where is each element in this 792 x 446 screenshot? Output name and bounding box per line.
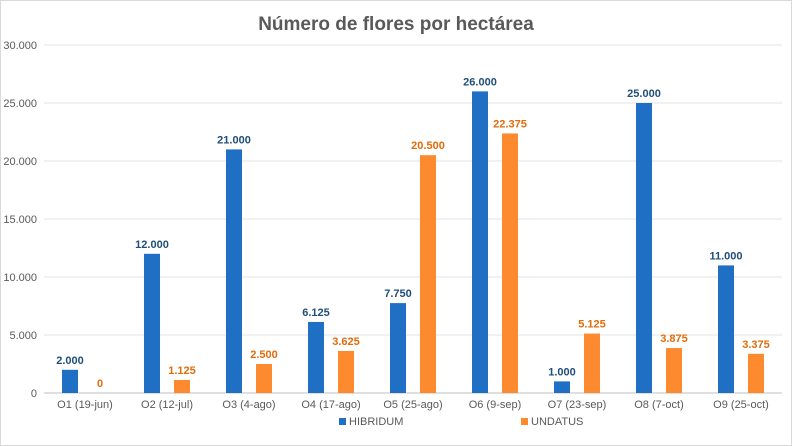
bar-undatus (420, 155, 436, 393)
legend-swatch (339, 418, 346, 425)
y-tick-label: 20.000 (3, 156, 37, 168)
data-label-undatus: 1.125 (168, 365, 196, 377)
bar-hibridum (718, 265, 734, 393)
data-label-undatus: 2.500 (250, 349, 278, 361)
data-label-hibridum: 6.125 (302, 307, 330, 319)
x-tick-label: O5 (25-ago) (383, 399, 442, 411)
data-label-undatus: 0 (97, 378, 103, 390)
data-label-hibridum: 12.000 (135, 239, 169, 251)
bar-hibridum (554, 381, 570, 393)
x-tick-label: O7 (23-sep) (548, 399, 607, 411)
bar-undatus (174, 379, 190, 393)
x-tick-label: O1 (19-jun) (57, 399, 113, 411)
data-label-hibridum: 25.000 (627, 88, 661, 100)
data-label-hibridum: 7.750 (384, 288, 412, 300)
x-tick-label: O3 (4-ago) (222, 399, 275, 411)
x-tick-label: O8 (7-oct) (634, 399, 684, 411)
data-label-undatus: 3.375 (742, 339, 770, 351)
y-tick-label: 0 (31, 388, 37, 400)
data-label-hibridum: 26.000 (463, 76, 497, 88)
bar-hibridum (472, 91, 488, 394)
bar-hibridum (62, 369, 78, 393)
chart-title: Número de flores por hectárea (258, 14, 534, 35)
bar-hibridum (390, 303, 406, 393)
data-label-hibridum: 11.000 (709, 250, 742, 262)
bar-undatus (666, 348, 682, 393)
data-label-undatus: 20.500 (411, 140, 445, 152)
x-tick-label: O2 (12-jul) (141, 399, 193, 411)
x-tick-label: O9 (25-oct) (713, 399, 769, 411)
data-label-undatus: 3.875 (660, 333, 688, 345)
data-label-undatus: 22.375 (493, 118, 527, 130)
y-tick-label: 10.000 (3, 272, 37, 284)
bar-undatus (338, 350, 354, 393)
y-tick-label: 15.000 (3, 214, 37, 226)
bar-hibridum (144, 253, 160, 393)
data-label-hibridum: 2.000 (56, 355, 84, 367)
x-tick-label: O4 (17-ago) (301, 399, 360, 411)
bar-undatus (256, 364, 272, 393)
bar-undatus (502, 133, 518, 393)
data-label-undatus: 5.125 (578, 319, 606, 331)
data-label-undatus: 3.625 (332, 336, 360, 348)
x-tick-label: O6 (9-sep) (469, 399, 522, 411)
bar-hibridum (226, 149, 242, 393)
legend-swatch (521, 418, 528, 425)
y-tick-label: 30.000 (3, 40, 37, 52)
bar-undatus (748, 353, 764, 393)
data-label-hibridum: 1.000 (548, 366, 576, 378)
legend-label: UNDATUS (531, 416, 583, 428)
data-label-hibridum: 21.000 (217, 134, 251, 146)
legend-label: HIBRIDUM (349, 416, 403, 428)
bar-hibridum (308, 321, 324, 393)
bar-hibridum (636, 103, 652, 393)
y-tick-label: 5.000 (9, 330, 37, 342)
y-tick-label: 25.000 (3, 98, 37, 110)
bar-undatus (584, 333, 600, 393)
